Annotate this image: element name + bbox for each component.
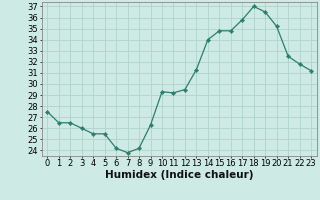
- X-axis label: Humidex (Indice chaleur): Humidex (Indice chaleur): [105, 170, 253, 180]
